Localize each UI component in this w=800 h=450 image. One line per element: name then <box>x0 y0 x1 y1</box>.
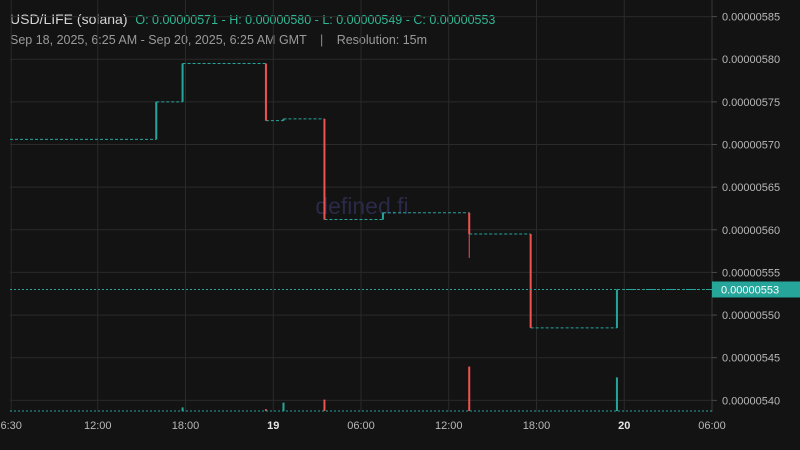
time-tick-label: 06:00 <box>698 420 726 432</box>
candle-body <box>155 101 158 140</box>
chart-header-sub: Sep 18, 2025, 6:25 AM - Sep 20, 2025, 6:… <box>10 33 427 47</box>
last-price-marker: 0.00000553 <box>10 281 800 298</box>
volume-bars <box>181 366 618 411</box>
candles <box>155 63 618 328</box>
header-separator: | <box>319 33 324 47</box>
price-tick-label: 0.00000560 <box>722 225 780 237</box>
price-tick-label: 0.00000545 <box>722 353 780 365</box>
price-tick-label: 0.00000540 <box>722 395 780 407</box>
resolution-label: Resolution: 15m <box>336 33 428 47</box>
grid <box>10 0 713 412</box>
candle-body <box>264 63 267 121</box>
price-tick-label: 0.00000575 <box>722 97 780 109</box>
time-tick-label: 18:00 <box>172 420 200 432</box>
candle-body <box>381 212 384 220</box>
candle-body <box>529 234 532 328</box>
time-tick-label: 12:00 <box>84 420 112 432</box>
candle-body <box>468 212 471 235</box>
price-tick-label: 0.00000585 <box>722 12 780 24</box>
volume-bar <box>468 366 471 411</box>
date-range: Sep 18, 2025, 6:25 AM - Sep 20, 2025, 6:… <box>10 33 307 47</box>
price-tick-label: 0.00000555 <box>722 267 780 279</box>
time-tick-label: 6:30 <box>0 420 21 432</box>
time-tick-label: 19 <box>267 420 279 432</box>
candle-body <box>181 63 184 102</box>
price-axis[interactable]: 0.00000540 0.00000545 0.00000550 0.00000555… <box>712 12 780 408</box>
time-axis[interactable]: 6:30 12:00 18:00 19 06:00 12:00 18:00 20 06:00 <box>0 420 725 432</box>
candle-body <box>282 118 285 121</box>
last-price-label: 0.00000553 <box>721 284 779 296</box>
watermark: defined.fi <box>315 193 408 219</box>
volume-bar <box>323 399 326 411</box>
price-tick-label: 0.00000580 <box>722 54 780 66</box>
price-tick-label: 0.00000570 <box>722 140 780 152</box>
volume-bar <box>181 407 184 411</box>
time-tick-label: 20 <box>618 420 630 432</box>
last-price-badge <box>712 281 800 298</box>
price-segments <box>10 62 712 329</box>
volume-bar <box>264 409 267 411</box>
price-tick-label: 0.00000550 <box>722 310 780 322</box>
price-tick-label: 0.00000565 <box>722 182 780 194</box>
time-tick-label: 18:00 <box>523 420 551 432</box>
candle-body <box>615 289 618 328</box>
time-tick-label: 12:00 <box>435 420 463 432</box>
volume-bar <box>282 402 285 411</box>
candle-body <box>323 118 326 220</box>
volume-bar <box>615 377 618 411</box>
time-tick-label: 06:00 <box>347 420 375 432</box>
